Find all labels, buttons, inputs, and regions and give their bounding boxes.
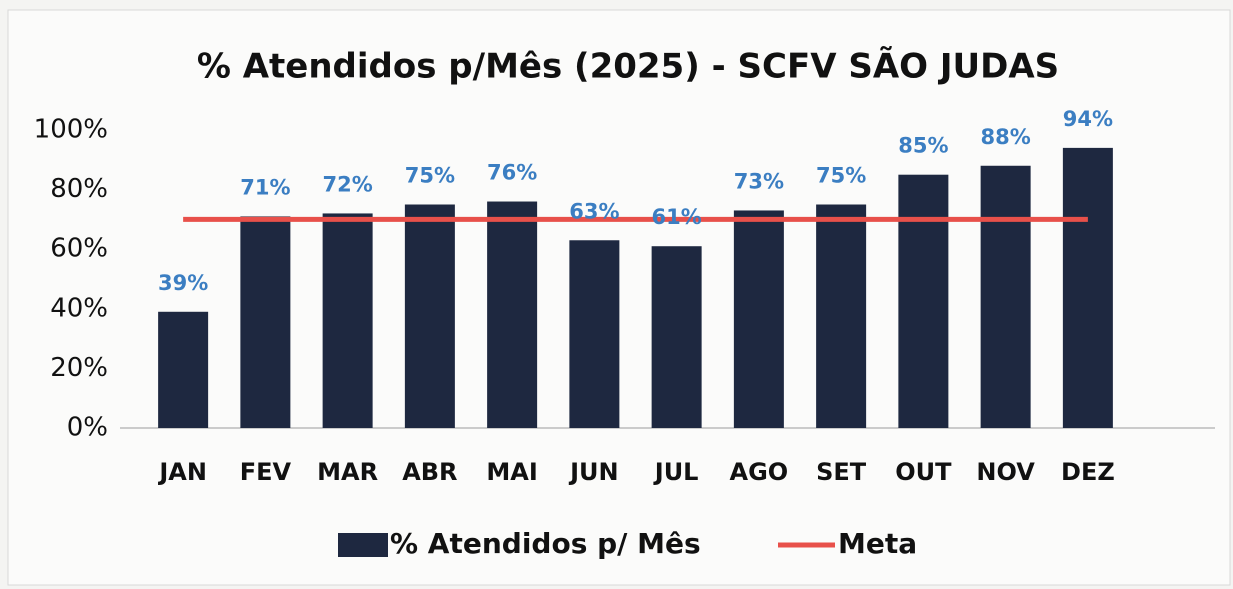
x-tick-label: ABR bbox=[402, 458, 457, 486]
data-label: 39% bbox=[158, 271, 208, 295]
data-label: 63% bbox=[569, 199, 619, 223]
bar bbox=[322, 213, 373, 428]
data-label: 71% bbox=[240, 175, 290, 199]
x-tick-label: JUL bbox=[653, 458, 699, 486]
y-tick-label: 80% bbox=[50, 174, 108, 204]
bar bbox=[569, 240, 620, 428]
bar bbox=[816, 204, 867, 428]
legend-label: Meta bbox=[838, 527, 917, 560]
x-tick-label: OUT bbox=[895, 458, 952, 486]
x-tick-label: DEZ bbox=[1061, 458, 1115, 486]
bar bbox=[651, 246, 702, 428]
data-label: 61% bbox=[651, 205, 701, 229]
bar bbox=[898, 174, 949, 428]
x-tick-label: JAN bbox=[157, 458, 207, 486]
data-label: 75% bbox=[405, 164, 455, 188]
bar bbox=[158, 311, 209, 428]
legend-label: % Atendidos p/ Mês bbox=[390, 527, 701, 560]
data-label: 85% bbox=[898, 134, 948, 158]
data-label: 73% bbox=[734, 169, 784, 193]
x-tick-label: AGO bbox=[730, 458, 789, 486]
y-tick-label: 0% bbox=[67, 413, 108, 443]
x-tick-label: FEV bbox=[240, 458, 292, 486]
bar bbox=[980, 165, 1031, 428]
y-tick-label: 20% bbox=[50, 353, 108, 383]
bar bbox=[733, 210, 784, 428]
y-tick-label: 40% bbox=[50, 293, 108, 323]
x-tick-label: SET bbox=[816, 458, 867, 486]
bar bbox=[1062, 147, 1113, 428]
bar bbox=[404, 204, 455, 428]
data-label: 94% bbox=[1063, 107, 1113, 131]
y-tick-label: 60% bbox=[50, 234, 108, 264]
bar bbox=[240, 216, 291, 428]
chart-title: % Atendidos p/Mês (2025) - SCFV SÃO JUDA… bbox=[197, 46, 1059, 87]
x-tick-label: JUN bbox=[568, 458, 619, 486]
data-label: 88% bbox=[980, 125, 1030, 149]
x-tick-label: MAI bbox=[486, 458, 537, 486]
x-tick-label: MAR bbox=[317, 458, 378, 486]
data-label: 75% bbox=[816, 164, 866, 188]
legend-swatch bbox=[338, 533, 388, 557]
x-tick-label: NOV bbox=[976, 458, 1035, 486]
data-label: 72% bbox=[322, 172, 372, 196]
data-label: 76% bbox=[487, 161, 537, 185]
bar bbox=[487, 201, 538, 428]
y-tick-label: 100% bbox=[34, 115, 108, 145]
